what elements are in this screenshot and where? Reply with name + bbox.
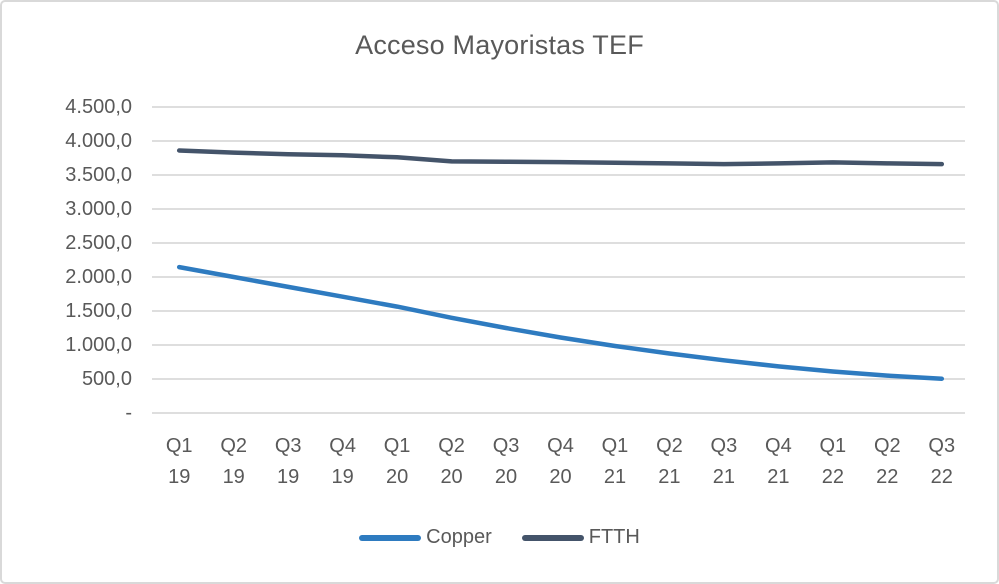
- y-axis-label: 4.000,0: [65, 130, 132, 152]
- x-axis-label: Q3 19: [274, 435, 302, 488]
- y-axis-label: 1.500,0: [65, 300, 132, 322]
- x-axis-label: Q2 22: [873, 435, 901, 488]
- x-axis-label: Q2 21: [656, 435, 683, 488]
- y-axis-label: 1.000,0: [65, 334, 132, 356]
- x-axis-label: Q2 19: [220, 435, 248, 488]
- chart-legend: Copper FTTH: [2, 526, 997, 549]
- copper-series-line: [176, 264, 945, 381]
- y-axis-label: 3.500,0: [65, 164, 132, 186]
- y-axis-label: -: [125, 402, 132, 424]
- legend-label-copper: Copper: [426, 526, 492, 548]
- x-axis-label: Q1 19: [165, 435, 193, 488]
- y-axis-label: 2.000,0: [65, 266, 132, 288]
- x-axis-label: Q3 22: [928, 435, 956, 488]
- y-axis-label: 3.000,0: [65, 198, 132, 220]
- chart-title: Acceso Mayoristas TEF: [355, 30, 644, 60]
- y-axis-label: 500,0: [81, 368, 132, 390]
- x-axis-label: Q3 20: [492, 435, 520, 488]
- ftth-series-line: [176, 148, 945, 167]
- ftth-line-swatch: [521, 534, 584, 541]
- legend-item-ftth: FTTH: [521, 526, 640, 549]
- x-axis-label: Q3 21: [710, 435, 738, 488]
- x-axis-label: Q1 20: [383, 435, 411, 488]
- legend-item-copper: Copper: [359, 526, 492, 549]
- copper-line-swatch: [359, 534, 422, 541]
- x-axis-label: Q1 22: [819, 435, 847, 488]
- x-axis-label: Q4 19: [329, 435, 356, 488]
- x-axis-label: Q4 21: [765, 435, 792, 488]
- legend-label-ftth: FTTH: [588, 526, 640, 548]
- x-axis-label: Q1 21: [601, 435, 629, 488]
- y-axis-label: 4.500,0: [65, 96, 132, 118]
- y-axis-label: 2.500,0: [65, 232, 132, 254]
- x-axis-label: Q2 20: [438, 435, 465, 488]
- x-axis-label: Q4 20: [547, 435, 574, 488]
